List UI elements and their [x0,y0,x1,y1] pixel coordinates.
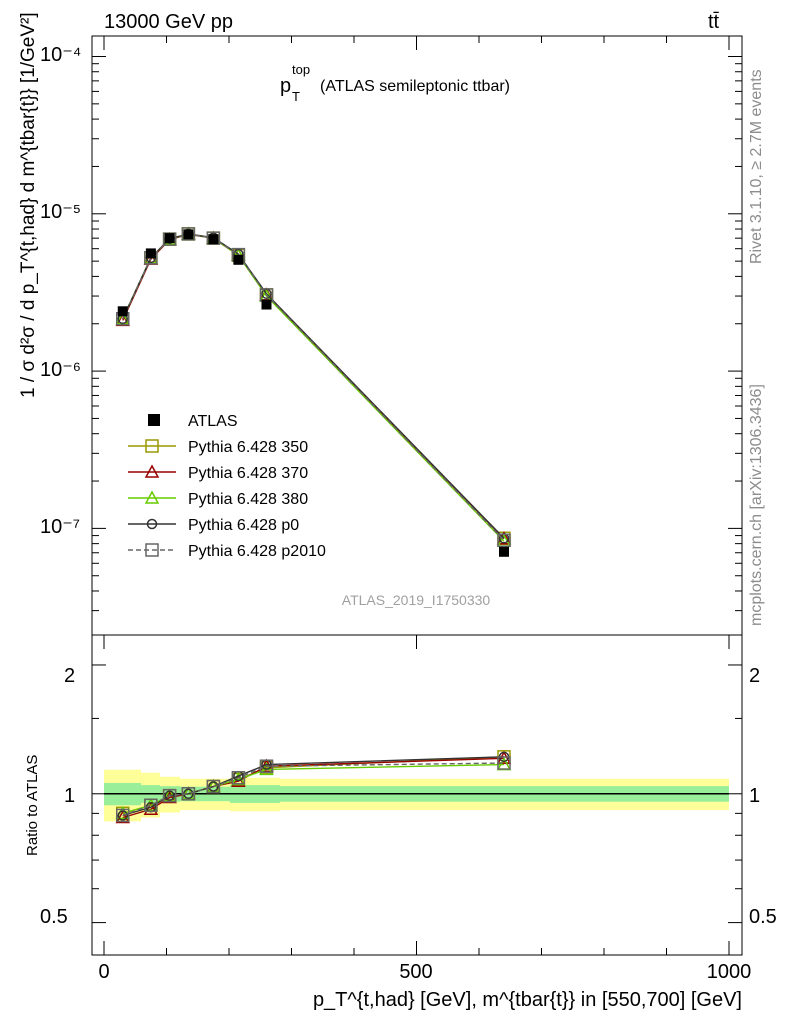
legend-entry: Pythia 6.428 380 [128,490,308,508]
atlas-data-point [233,254,244,265]
ratio-bands [104,769,729,822]
x-tick-label-0: 0 [98,961,109,983]
mcplots-label: mcplots.cern.ch [arXiv:1306.3436] [748,384,765,626]
legend-marker [144,490,160,504]
series-2-ratio-point [115,809,131,824]
plot-title-sub: T [292,89,300,104]
legend-label: Pythia 6.428 370 [188,465,308,482]
series-5-point [497,533,511,548]
y-axis-title: 1 / σ d²σ / d p_T^{t,had} d m^{tbar{t}} … [18,12,39,398]
legend-label: Pythia 6.428 380 [188,491,308,508]
series-5-ratio-point [116,808,130,823]
analysis-id: ATLAS_2019_I1750330 [342,592,491,608]
series-5-ratio-point [144,798,158,813]
atlas-data-point [145,248,156,259]
series-5-ratio-point [231,771,246,785]
series-5-ratio-point [162,788,177,803]
atlas-data-point [117,306,128,317]
series-5-ratio-point [259,759,274,773]
series-5-ratio-line [122,762,505,817]
series-5-line [122,233,505,541]
legend-marker [146,518,158,530]
atlas-data-point [261,299,272,310]
plot-title-rest: (ATLAS semileptonic ttbar) [320,78,510,95]
series-4-line [122,233,505,539]
x-tick-label-1000: 1000 [707,961,752,983]
plot-title-sup: top [292,62,310,77]
ratio-series [115,750,512,824]
ratio-tick-label-right-1: 1 [749,785,760,807]
ratio-tick-label-2: 2 [64,665,75,687]
atlas-data-point [208,234,219,245]
series-2-ratio-point [496,750,512,765]
series-5-ratio-point [181,787,196,801]
legend-entry: ATLAS [148,413,238,430]
series-5-ratio-point [497,756,511,770]
series-3-line [122,233,505,542]
y-tick-label-1e-7: 10⁻⁷ [40,516,80,538]
axis-ticks [92,36,742,955]
series-4-ratio-point [164,790,175,801]
legend-label: Pythia 6.428 p0 [188,517,299,534]
ratio-tick-label-right-2: 2 [749,665,760,687]
series-5-ratio-point [206,779,221,794]
y-tick-label-1e-6: 10⁻⁶ [40,359,81,381]
series-5-point [162,232,177,246]
legend-label: Pythia 6.428 350 [188,439,308,456]
rivet-label: Rivet 3.1.10, ≥ 2.7M events [748,69,765,264]
legend-marker-atlas [148,414,160,426]
ratio-axis-title: Ratio to ATLAS [24,755,41,856]
atlas-data-point [183,229,194,240]
y-tick-label-1e-4: 10⁻⁴ [40,44,81,66]
atlas-data-point [499,546,509,557]
series-2-line [122,233,505,540]
legend-label: Pythia 6.428 p2010 [188,543,326,560]
ratio-tick-label-1: 1 [64,785,75,807]
legend-entry: Pythia 6.428 350 [128,439,308,456]
legend-entry: Pythia 6.428 p0 [128,517,299,534]
x-tick-labels: 0 500 1000 [98,961,751,983]
plot-title-main: p [280,75,291,97]
legend-entry: Pythia 6.428 370 [128,464,308,482]
atlas-data-point [164,233,175,244]
process-label: tt̄ [708,11,720,33]
x-axis-title: p_T^{t,had} [GeV], m^{tbar{t}} in [550,7… [313,989,742,1011]
series-3-ratio-point [115,805,131,820]
y-tick-label-1e-5: 10⁻⁵ [40,201,81,223]
ratio-tick-label-right-0.5: 0.5 [749,906,777,928]
series-4-ratio-point [208,781,219,792]
ratio-tick-label-0.5: 0.5 [40,906,68,928]
series-3-ratio-point [259,761,274,776]
plot-title: p top T (ATLAS semileptonic ttbar) [280,62,510,104]
legend-marker [145,543,159,557]
legend-label: ATLAS [188,413,238,430]
series-5-point [181,227,196,241]
legend-entry: Pythia 6.428 p2010 [128,543,326,560]
series-5-point [206,231,221,245]
legend: ATLAS Pythia 6.428 350 Pythia 6.428 370 Pyt… [128,413,326,560]
y-tick-labels-ratio: 0.5 1 2 0.5 1 2 [40,665,777,928]
series-4-ratio-point [117,810,128,821]
main-series [115,226,512,557]
series-1-line [122,233,505,539]
x-tick-label-500: 500 [399,961,432,983]
legend-marker [145,439,159,453]
y-tick-labels-main: 10⁻⁷ 10⁻⁶ 10⁻⁵ 10⁻⁴ [40,44,81,538]
legend-marker [144,464,160,478]
energy-label: 13000 GeV pp [104,11,233,33]
